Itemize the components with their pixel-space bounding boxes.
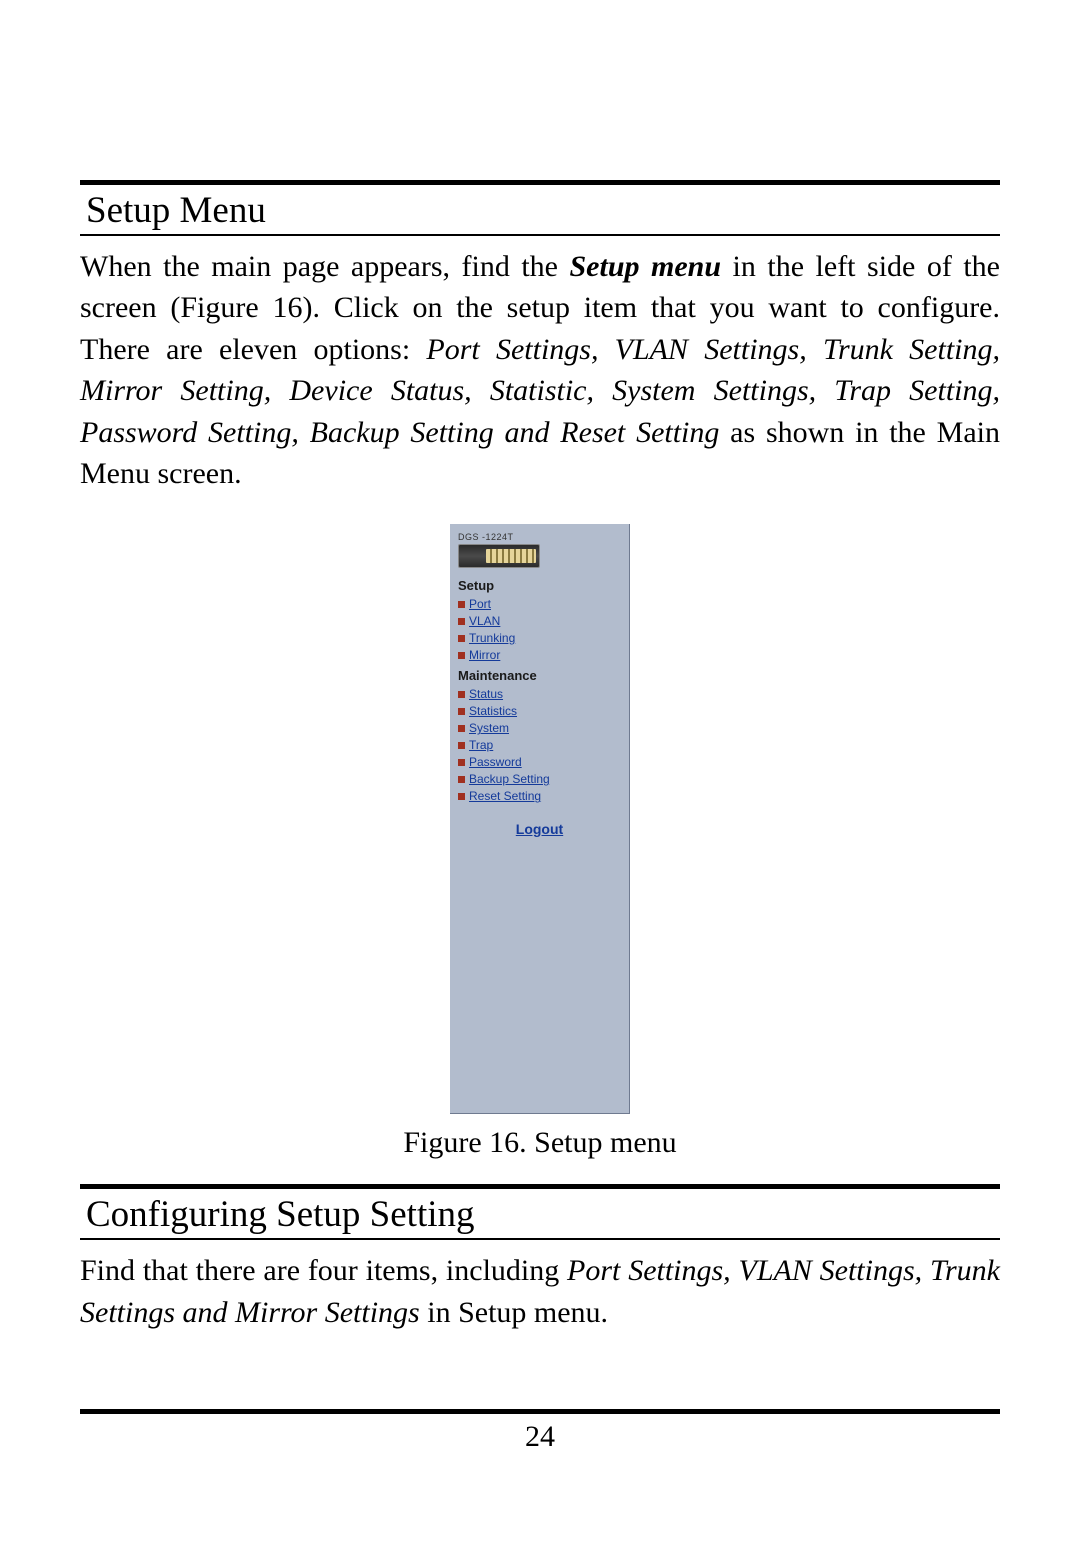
bullet-icon — [458, 652, 465, 659]
bullet-icon — [458, 725, 465, 732]
text-emphasis-setup-menu: Setup menu — [570, 250, 722, 283]
rule-thick-top-1 — [80, 180, 1000, 185]
menu-item-mirror[interactable]: Mirror — [458, 648, 621, 662]
paragraph-setup-menu: When the main page appears, find the Set… — [80, 246, 1000, 494]
rule-thin-2 — [80, 1238, 1000, 1240]
paragraph-configuring: Find that there are four items, includin… — [80, 1250, 1000, 1333]
menu-item-backup-setting[interactable]: Backup Setting — [458, 772, 621, 786]
menu-link-label: Mirror — [469, 648, 500, 662]
bullet-icon — [458, 793, 465, 800]
text-fragment: Find that there are four items, includin… — [80, 1254, 567, 1287]
bullet-icon — [458, 759, 465, 766]
device-thumbnail — [458, 544, 540, 568]
menu-link-label: Port — [469, 597, 491, 611]
setup-menu-screenshot: DGS -1224T Setup Port VLAN Trunking Mirr… — [450, 524, 630, 1114]
menu-link-label: Status — [469, 687, 503, 701]
bullet-icon — [458, 742, 465, 749]
menu-link-label: Reset Setting — [469, 789, 541, 803]
menu-link-label: VLAN — [469, 614, 500, 628]
bullet-icon — [458, 708, 465, 715]
rule-thick-footer — [80, 1409, 1000, 1414]
text-fragment: When the main page appears, find the — [80, 250, 570, 283]
bullet-icon — [458, 691, 465, 698]
menu-link-label: Trap — [469, 738, 493, 752]
menu-item-status[interactable]: Status — [458, 687, 621, 701]
menu-item-port[interactable]: Port — [458, 597, 621, 611]
menu-link-label: Password — [469, 755, 522, 769]
menu-link-label: Statistics — [469, 704, 517, 718]
bullet-icon — [458, 618, 465, 625]
menu-item-reset-setting[interactable]: Reset Setting — [458, 789, 621, 803]
page-content: Setup Menu When the main page appears, f… — [80, 180, 1000, 1363]
menu-link-label: System — [469, 721, 509, 735]
section-heading-configuring: Configuring Setup Setting — [86, 1193, 1000, 1236]
bullet-icon — [458, 601, 465, 608]
menu-item-statistics[interactable]: Statistics — [458, 704, 621, 718]
logout-link[interactable]: Logout — [458, 821, 621, 837]
device-model-label: DGS -1224T — [458, 532, 621, 542]
menu-link-label: Trunking — [469, 631, 515, 645]
rule-thick-top-2 — [80, 1184, 1000, 1189]
menu-item-password[interactable]: Password — [458, 755, 621, 769]
section-heading-setup-menu: Setup Menu — [86, 189, 1000, 232]
menu-link-label: Backup Setting — [469, 772, 550, 786]
text-fragment: in Setup menu. — [420, 1296, 608, 1329]
menu-item-trap[interactable]: Trap — [458, 738, 621, 752]
rule-thin-1 — [80, 234, 1000, 236]
menu-item-trunking[interactable]: Trunking — [458, 631, 621, 645]
menu-section-maintenance: Maintenance — [458, 668, 621, 683]
bullet-icon — [458, 635, 465, 642]
figure-caption: Figure 16. Setup menu — [80, 1126, 1000, 1160]
bullet-icon — [458, 776, 465, 783]
figure-16: DGS -1224T Setup Port VLAN Trunking Mirr… — [80, 524, 1000, 1160]
menu-item-system[interactable]: System — [458, 721, 621, 735]
page-number: 24 — [0, 1420, 1080, 1454]
menu-section-setup: Setup — [458, 578, 621, 593]
menu-item-vlan[interactable]: VLAN — [458, 614, 621, 628]
